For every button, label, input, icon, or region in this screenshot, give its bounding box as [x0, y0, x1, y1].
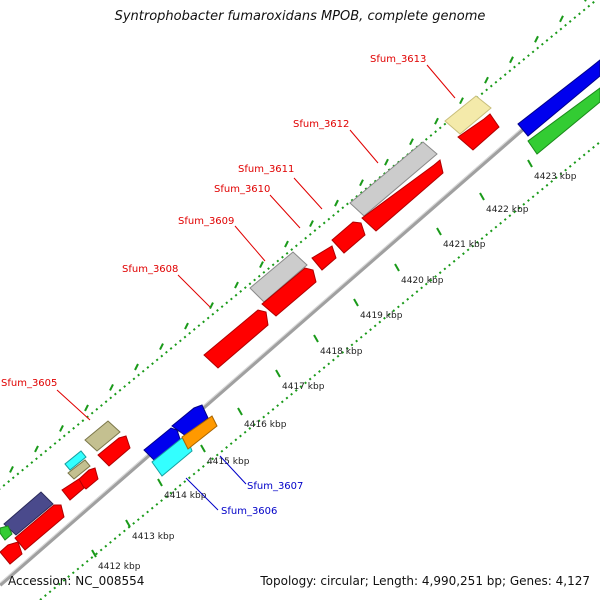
reverse-scale-dotted-line — [39, 141, 600, 600]
leader-sfum-3611 — [293, 177, 323, 210]
leader-sfum-3606 — [185, 477, 219, 511]
forward-scale-tick — [284, 240, 289, 248]
gene-red-a[interactable] — [457, 113, 500, 151]
gene-red-d[interactable] — [97, 435, 131, 467]
scale-tick-label: 4416 kbp — [244, 420, 287, 430]
forward-scale-tick — [309, 220, 314, 228]
gene-red-e[interactable] — [76, 467, 99, 490]
scale-tick-mark — [479, 192, 485, 201]
scale-tick-label: 4417 kbp — [282, 382, 325, 392]
genome-backbone — [0, 60, 600, 587]
label-leaders — [56, 64, 456, 511]
gene-blue-right[interactable] — [517, 59, 600, 137]
gene-red-b[interactable] — [361, 159, 444, 232]
gene-red-f[interactable] — [61, 478, 85, 501]
scale-tick-mark — [275, 369, 281, 378]
gene-red-g[interactable] — [14, 504, 65, 551]
leader-sfum-3610 — [269, 194, 301, 229]
gene-sfum-3610[interactable] — [331, 221, 366, 254]
gene-label-sfum-3610[interactable]: Sfum_3610 — [214, 184, 270, 195]
scale-tick-label: 4420 kbp — [401, 276, 444, 286]
forward-scale-tick — [434, 117, 439, 125]
scale-tick-mark — [436, 227, 442, 236]
gene-sfum-3608[interactable] — [203, 309, 269, 369]
forward-scale-dotted-line — [0, 0, 598, 490]
scale-tick-label: 4418 kbp — [320, 347, 363, 357]
leader-sfum-3605 — [56, 389, 91, 421]
scale-tick-label: 4412 kbp — [98, 562, 141, 572]
scale-tick-label: 4413 kbp — [132, 532, 175, 542]
gene-red-h[interactable] — [0, 541, 23, 565]
gene-label-sfum-3613[interactable]: Sfum_3613 — [370, 54, 426, 65]
forward-scale-tick — [384, 158, 389, 166]
gene-olive-small[interactable] — [67, 459, 91, 480]
gene-label-sfum-3605[interactable]: Sfum_3605 — [1, 378, 57, 389]
forward-scale-tick — [534, 35, 539, 43]
scale-tick-mark — [125, 519, 131, 528]
gene-blue-b[interactable] — [171, 404, 209, 437]
map-title: Syntrophobacter fumaroxidans MPOB, compl… — [114, 9, 486, 24]
gene-label-sfum-3608[interactable]: Sfum_3608 — [122, 264, 178, 275]
scale-tick-label: 4422 kbp — [486, 205, 529, 215]
scale-tick-mark — [353, 298, 359, 307]
genome-backbone-highlight — [0, 59, 600, 584]
scale-tick-label: 4414 kbp — [164, 491, 207, 501]
gene-navy[interactable] — [3, 491, 54, 536]
gene-sfum-3607[interactable] — [181, 415, 218, 450]
forward-scale-tick — [184, 322, 189, 330]
leader-sfum-3609 — [234, 225, 266, 262]
scale-tick-mark — [394, 263, 400, 272]
forward-scale-tick — [484, 76, 489, 84]
leader-sfum-3607 — [219, 455, 247, 485]
scale-tick-label: 4419 kbp — [360, 311, 403, 321]
gene-sfum-3605[interactable] — [84, 420, 121, 452]
gene-green-right[interactable] — [527, 87, 600, 155]
forward-scale-tick — [584, 0, 587, 2]
scale-tick-mark — [91, 549, 97, 558]
gene-cyan-small[interactable] — [64, 450, 87, 471]
forward-scale-tick — [259, 261, 264, 269]
forward-scale-tick — [509, 56, 514, 64]
forward-scale-tick — [559, 15, 564, 23]
gene-sfum-3613[interactable] — [444, 95, 492, 135]
leader-sfum-3613 — [426, 64, 456, 99]
forward-scale-tick — [59, 425, 64, 432]
gene-sfum-3611[interactable] — [311, 245, 337, 271]
accession-label: Accession: NC_008554 — [8, 574, 145, 588]
scale-tick-mark — [313, 334, 319, 343]
gene-red-c[interactable] — [261, 267, 317, 317]
gene-green-left[interactable] — [0, 525, 13, 541]
scale-tick-mark — [157, 478, 163, 487]
forward-scale-tick — [459, 97, 464, 105]
forward-scale-tick — [359, 179, 364, 187]
scale-tick-mark — [527, 159, 533, 168]
forward-scale-tick — [209, 302, 214, 309]
gene-label-sfum-3612[interactable]: Sfum_3612 — [293, 119, 349, 130]
leader-sfum-3608 — [177, 274, 211, 308]
gene-label-sfum-3607[interactable]: Sfum_3607 — [247, 481, 303, 492]
scale-tick-label: 4415 kbp — [207, 457, 250, 467]
forward-scale-tick — [84, 404, 89, 412]
forward-scale-tick — [34, 445, 39, 453]
forward-scale-tick — [409, 138, 414, 146]
forward-scale-tick — [234, 281, 239, 289]
forward-scale-tick — [109, 384, 114, 391]
scale-tick-label: 4423 kbp — [534, 172, 577, 182]
gene-sfum-3612[interactable] — [349, 141, 438, 217]
gene-label-sfum-3611[interactable]: Sfum_3611 — [238, 164, 294, 175]
gene-label-sfum-3606[interactable]: Sfum_3606 — [221, 506, 277, 517]
leader-sfum-3612 — [349, 129, 379, 164]
forward-scale-tick — [134, 363, 139, 371]
gene-sfum-3609[interactable] — [249, 251, 308, 303]
forward-scale-tick — [159, 343, 164, 350]
scale-tick-mark — [200, 444, 206, 453]
genes-layer — [0, 59, 600, 565]
scale-tick-mark — [237, 407, 243, 416]
forward-scale-tick — [9, 465, 14, 473]
genome-summary-label: Topology: circular; Length: 4,990,251 bp… — [260, 574, 590, 588]
scale-tick-label: 4421 kbp — [443, 240, 486, 250]
gene-label-sfum-3609[interactable]: Sfum_3609 — [178, 216, 234, 227]
forward-scale-tick — [334, 199, 339, 207]
